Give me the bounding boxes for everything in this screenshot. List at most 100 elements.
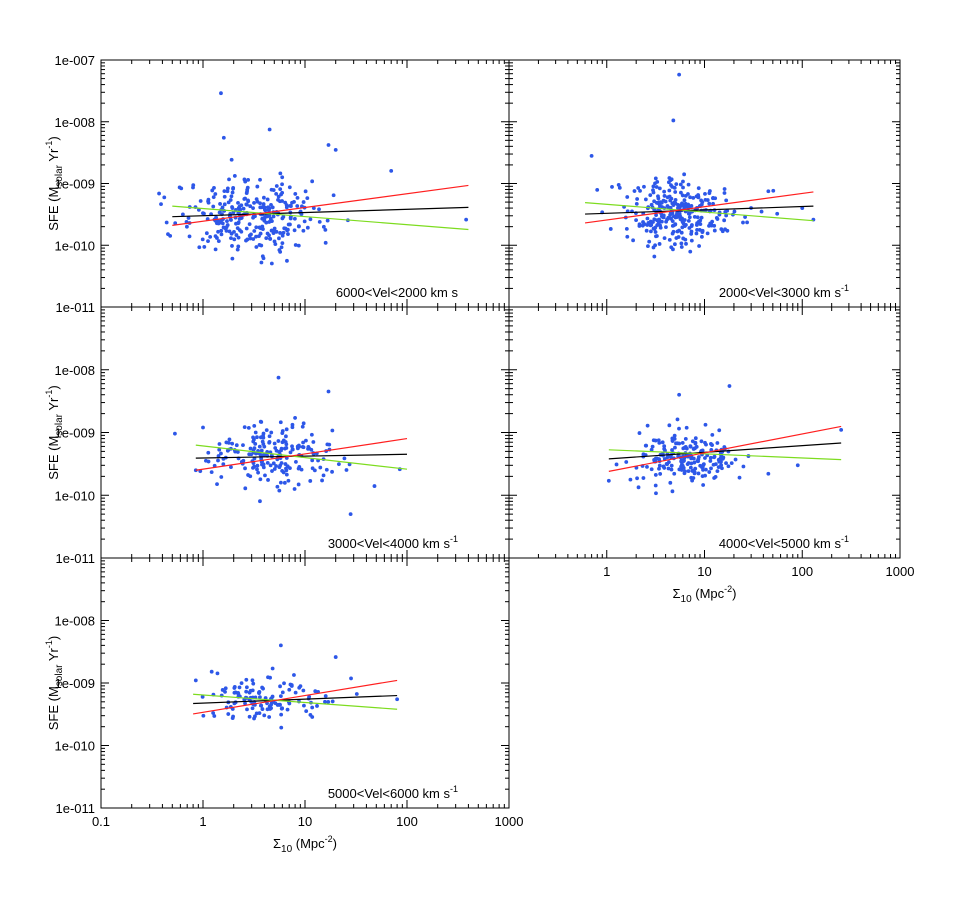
data-point: [277, 236, 281, 241]
data-point: [285, 707, 290, 712]
data-point: [389, 168, 394, 173]
data-point: [219, 232, 224, 237]
x-tick-label: 1000: [495, 814, 524, 829]
data-point: [682, 172, 687, 177]
data-point: [297, 224, 301, 229]
data-point: [653, 243, 658, 248]
data-point: [589, 153, 594, 158]
data-point: [274, 464, 278, 468]
data-point: [650, 444, 655, 449]
y-label-main: SFE (M: [46, 436, 61, 480]
data-point: [677, 228, 681, 233]
data-point: [349, 676, 353, 681]
data-point: [249, 452, 254, 457]
annotation-superscript: -1: [450, 784, 458, 794]
data-point: [227, 177, 231, 182]
data-point: [204, 458, 208, 463]
data-point: [230, 190, 235, 195]
data-point: [285, 227, 290, 232]
data-point: [270, 205, 275, 210]
data-point: [677, 441, 682, 446]
data-point: [157, 191, 161, 196]
data-point: [655, 179, 660, 184]
data-point: [271, 228, 276, 233]
data-point: [284, 434, 288, 439]
data-point: [700, 474, 705, 479]
data-point: [279, 245, 284, 250]
data-point: [695, 459, 700, 463]
data-point: [234, 443, 239, 448]
y-label-subscript: solar: [54, 664, 65, 686]
data-point: [705, 231, 710, 236]
y-tick-label: 1e-008: [55, 363, 95, 378]
data-point: [229, 194, 234, 199]
data-point: [643, 197, 648, 202]
data-point: [703, 422, 708, 427]
data-point: [725, 228, 730, 233]
panel-frame: [100, 557, 510, 809]
data-point: [277, 248, 282, 252]
annotation-superscript: -1: [841, 283, 849, 293]
x-label-subscript: 10: [281, 844, 293, 855]
data-point: [216, 221, 221, 226]
data-point: [696, 186, 701, 191]
data-point: [239, 681, 244, 686]
data-point: [268, 236, 272, 241]
data-point: [249, 232, 253, 237]
data-point: [280, 440, 285, 445]
data-point: [690, 223, 694, 227]
data-point: [292, 673, 296, 677]
y-label-superscript: -1: [44, 390, 54, 398]
data-point: [285, 258, 289, 263]
panel-frame: [508, 59, 901, 308]
data-point: [257, 711, 262, 716]
fit-red-line: [172, 184, 469, 226]
data-point: [232, 684, 237, 689]
data-point: [661, 213, 666, 218]
data-point: [672, 433, 677, 438]
data-point: [253, 430, 258, 435]
x-tick-label: 10: [697, 564, 711, 579]
data-point: [266, 478, 270, 482]
panel-frame: [100, 306, 510, 559]
data-point: [286, 232, 290, 236]
x-label-tail: (Mpc: [692, 586, 725, 601]
data-point: [637, 431, 642, 435]
data-point: [253, 441, 258, 446]
data-point: [213, 192, 218, 196]
data-point: [294, 459, 298, 464]
data-point: [239, 229, 244, 234]
data-point: [674, 182, 679, 187]
data-point: [677, 212, 682, 216]
data-point: [218, 202, 222, 206]
data-point: [259, 260, 264, 265]
data-point: [196, 207, 201, 212]
data-point: [680, 216, 684, 221]
data-point: [696, 194, 701, 199]
data-point: [703, 467, 708, 472]
data-point: [679, 241, 684, 246]
data-point: [672, 471, 677, 476]
y-label-tail: Yr: [46, 397, 61, 414]
data-point: [274, 191, 279, 196]
data-point: [242, 425, 247, 430]
y-label-end: ): [46, 136, 61, 140]
data-point: [701, 483, 706, 487]
data-point: [197, 245, 202, 250]
data-point: [247, 222, 252, 227]
data-point: [173, 431, 177, 436]
data-point: [262, 713, 267, 718]
data-point: [704, 442, 708, 447]
data-point: [689, 238, 694, 243]
data-point: [688, 195, 692, 200]
data-point: [683, 469, 687, 474]
data-point: [261, 465, 266, 470]
data-point: [683, 201, 688, 206]
data-point: [281, 230, 286, 235]
data-point: [293, 690, 298, 695]
data-point: [684, 241, 688, 246]
data-point: [159, 202, 163, 206]
data-point: [209, 669, 214, 674]
data-point: [708, 189, 712, 193]
